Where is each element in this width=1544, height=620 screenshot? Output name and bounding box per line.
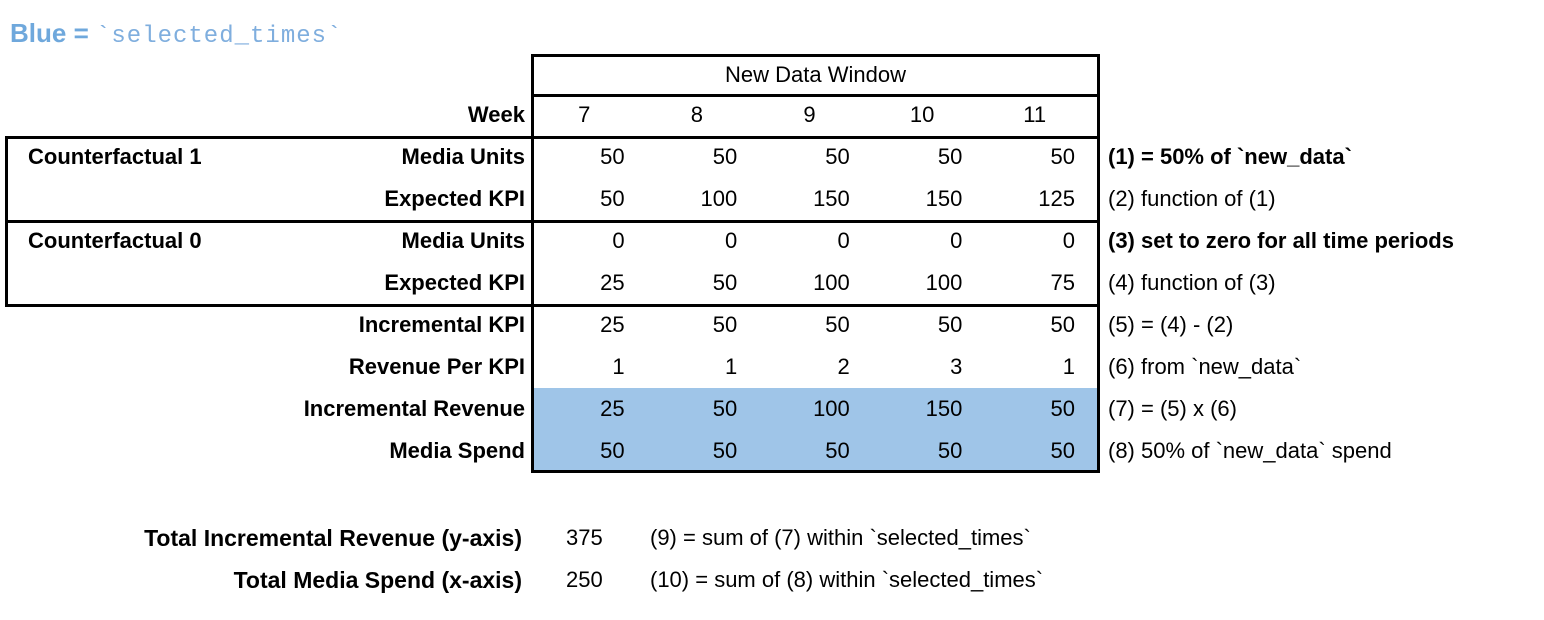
cell: 150 <box>925 186 963 211</box>
cell: 1 <box>612 354 625 379</box>
cell: 100 <box>813 270 850 295</box>
week-number: 8 <box>690 102 704 127</box>
cell: 125 <box>1038 186 1075 211</box>
row-values-media-units-cf0: 0 0 0 0 0 <box>534 220 1097 262</box>
annotation-3: (3) set to zero for all time periods <box>1108 228 1454 253</box>
cell: 150 <box>925 396 963 421</box>
cell: 50 <box>1050 144 1075 169</box>
cell: 0 <box>724 228 738 253</box>
cell: 25 <box>600 312 625 337</box>
cell: 0 <box>837 228 850 253</box>
annotation-2: (2) function of (1) <box>1108 186 1276 211</box>
row-label-incremental-revenue: Incremental Revenue <box>303 396 525 421</box>
week-label: Week <box>467 102 525 127</box>
cell: 50 <box>1050 396 1075 421</box>
table-border-header-bottom <box>531 94 1100 97</box>
annotation-7: (7) = (5) x (6) <box>1108 396 1237 421</box>
cell: 50 <box>600 438 625 463</box>
cell: 50 <box>600 186 625 211</box>
cell: 50 <box>712 396 738 421</box>
cell: 100 <box>813 396 850 421</box>
row-values-expected-kpi-cf1: 50 100 150 150 125 <box>534 178 1097 220</box>
cell: 50 <box>825 312 850 337</box>
cell: 50 <box>825 144 850 169</box>
cell: 0 <box>612 228 625 253</box>
week-number: 11 <box>1023 102 1047 127</box>
new-data-window-header: New Data Window <box>725 62 906 87</box>
table-border-cf-divider <box>5 220 1100 223</box>
row-label-revenue-per-kpi: Revenue Per KPI <box>348 354 525 379</box>
group-label-counterfactual-1: Counterfactual 1 <box>28 144 202 169</box>
legend-title-prefix: Blue = <box>10 18 96 48</box>
cell: 3 <box>950 354 963 379</box>
annotation-6: (6) from `new_data` <box>1108 354 1302 379</box>
row-label-incremental-kpi: Incremental KPI <box>358 312 525 337</box>
total-incremental-revenue-label: Total Incremental Revenue (y-axis) <box>144 525 522 551</box>
cell: 25 <box>600 270 625 295</box>
cell: 25 <box>600 396 625 421</box>
table-border-cf-left <box>5 136 8 307</box>
row-label-media-spend: Media Spend <box>389 438 525 463</box>
cell: 1 <box>724 354 738 379</box>
annotation-1: (1) = 50% of `new_data` <box>1108 144 1352 169</box>
table-border-bottom <box>531 470 1100 473</box>
cell: 100 <box>925 270 963 295</box>
cell: 0 <box>1062 228 1075 253</box>
cell: 50 <box>825 438 850 463</box>
table-border-header-top <box>531 54 1100 57</box>
table-border-data-left <box>531 54 534 473</box>
row-values-revenue-per-kpi: 1 1 2 3 1 <box>534 346 1097 388</box>
row-values-incremental-kpi: 25 50 50 50 50 <box>534 304 1097 346</box>
cell: 75 <box>1050 270 1075 295</box>
table-border-cf1-top <box>5 136 1100 139</box>
week-numbers-row: 7 8 9 10 11 <box>534 94 1097 136</box>
annotation-8: (8) 50% of `new_data` spend <box>1108 438 1392 463</box>
cell: 2 <box>837 354 850 379</box>
legend-title: Blue = `selected_times` <box>10 16 342 50</box>
cell: 50 <box>937 312 963 337</box>
selected-times-code: `selected_times` <box>95 23 343 50</box>
row-label-media-units-cf0: Media Units <box>401 228 525 253</box>
annotation-9: (9) = sum of (7) within `selected_times` <box>650 525 1031 550</box>
table-border-data-right <box>1097 54 1100 473</box>
cell: 50 <box>937 438 963 463</box>
row-label-expected-kpi-cf0: Expected KPI <box>384 270 525 295</box>
cell: 100 <box>700 186 738 211</box>
row-values-incremental-revenue: 25 50 100 150 50 <box>534 388 1097 430</box>
cell: 1 <box>1062 354 1075 379</box>
cell: 50 <box>1050 312 1075 337</box>
week-number: 10 <box>909 102 935 127</box>
cell: 50 <box>712 144 738 169</box>
row-label-media-units-cf1: Media Units <box>401 144 525 169</box>
selected-times-highlight <box>534 388 1097 470</box>
cell: 50 <box>937 144 963 169</box>
cell: 50 <box>1050 438 1075 463</box>
row-values-media-units-cf1: 50 50 50 50 50 <box>534 136 1097 178</box>
row-values-expected-kpi-cf0: 25 50 100 100 75 <box>534 262 1097 304</box>
cell: 50 <box>712 438 738 463</box>
row-label-expected-kpi-cf1: Expected KPI <box>384 186 525 211</box>
total-media-spend-value: 250 <box>566 567 603 592</box>
cell: 0 <box>950 228 963 253</box>
total-media-spend-label: Total Media Spend (x-axis) <box>233 567 522 593</box>
week-number: 7 <box>578 102 591 127</box>
table-border-cf0-bottom <box>5 304 1100 307</box>
cell: 50 <box>712 270 738 295</box>
annotation-4: (4) function of (3) <box>1108 270 1276 295</box>
cell: 50 <box>712 312 738 337</box>
cell: 50 <box>600 144 625 169</box>
total-incremental-revenue-value: 375 <box>566 525 603 550</box>
week-number: 9 <box>803 102 816 127</box>
group-label-counterfactual-0: Counterfactual 0 <box>28 228 202 253</box>
cell: 150 <box>813 186 850 211</box>
annotation-5: (5) = (4) - (2) <box>1108 312 1234 337</box>
annotation-10: (10) = sum of (8) within `selected_times… <box>650 567 1044 592</box>
row-values-media-spend: 50 50 50 50 50 <box>534 430 1097 472</box>
